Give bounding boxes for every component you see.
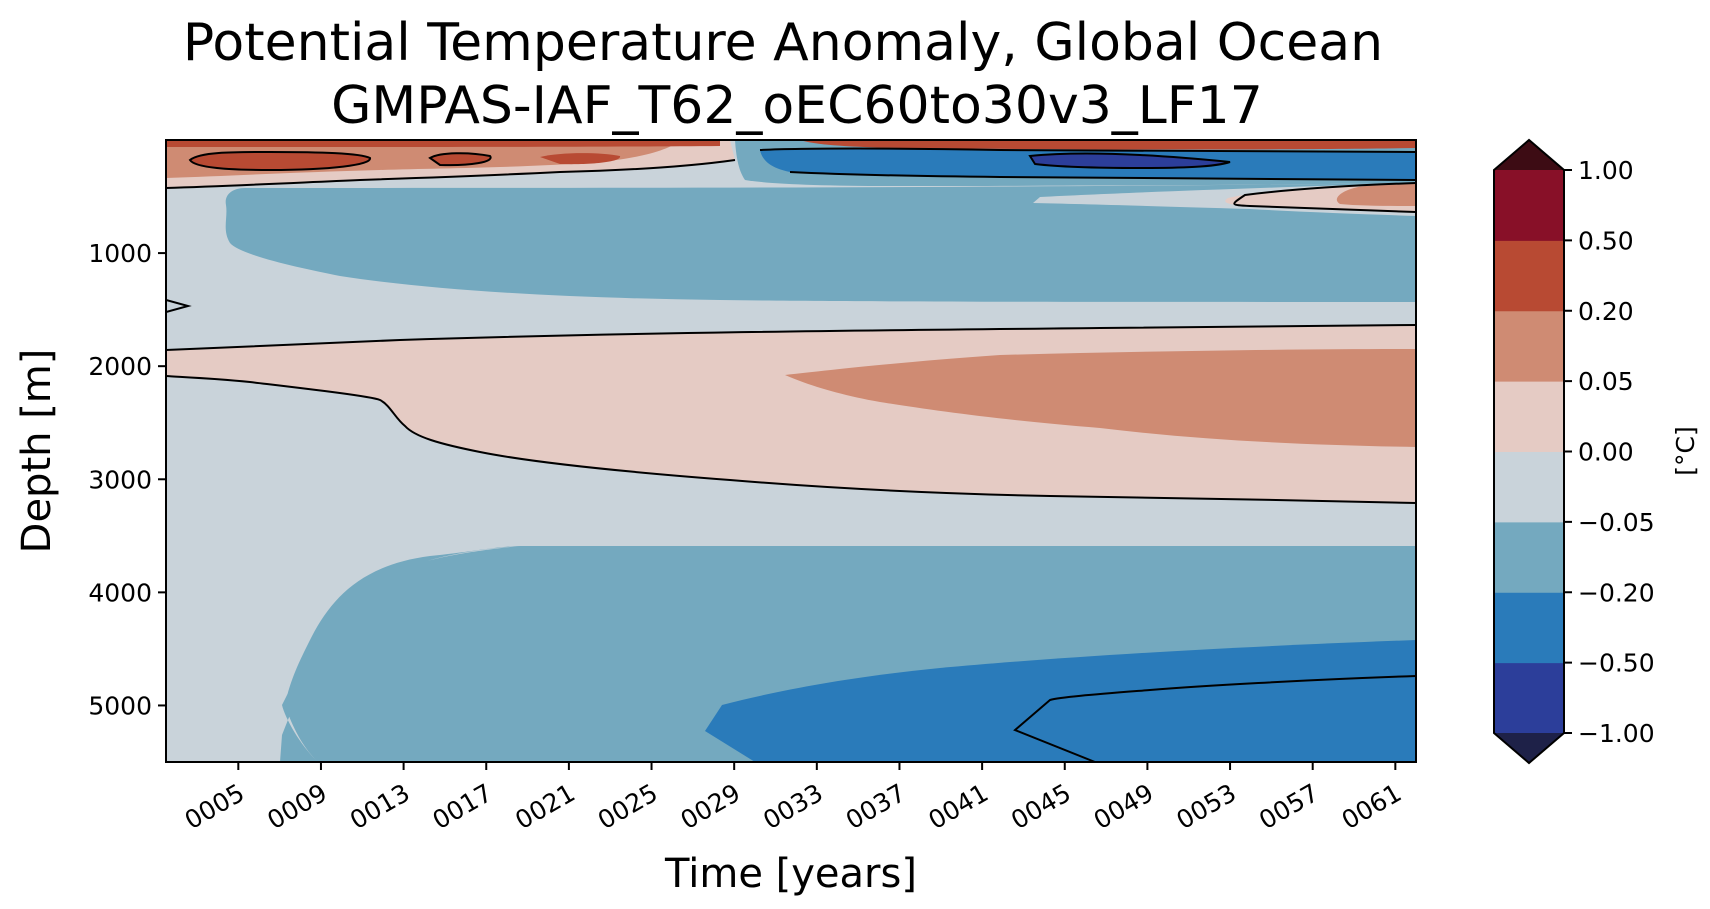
- x-tick-label: 0037: [841, 778, 911, 835]
- x-tick-label: 0009: [262, 778, 332, 835]
- colorbar-tick-label: 0.50: [1578, 226, 1634, 255]
- colorbar-segment: [1494, 381, 1564, 452]
- y-axis: 1000 2000 3000 4000 5000: [88, 239, 166, 720]
- contour-line-surface-very-cold: [1028, 152, 1231, 170]
- x-axis: 0005 0009 0013 0017 0021 0025 0029 0033 0037 0041…: [180, 762, 1407, 835]
- chart-subtitle: GMPAS-IAF_T62_oEC60to30v3_LF17: [331, 76, 1263, 136]
- y-tick-label: 3000: [88, 465, 152, 494]
- contour-line-upper-right: [1233, 182, 1416, 213]
- colorbar-segment: [1494, 310, 1564, 382]
- y-tick-label: 5000: [88, 691, 152, 720]
- contour-fill-upper-cool: [225, 183, 1416, 302]
- contour-line-surface-cold: [789, 171, 1416, 181]
- contour-line-left-notch: [166, 299, 192, 313]
- contour-fill-upper-warm-core: [1336, 183, 1416, 206]
- x-tick-label: 0033: [758, 778, 828, 835]
- x-tick-label: 0025: [593, 778, 663, 835]
- y-axis-label: Depth [m]: [14, 349, 60, 554]
- x-tick-label: 0045: [1006, 778, 1076, 835]
- contour-fill-surface-very-cold: [1030, 153, 1230, 168]
- colorbar-tick-label: −0.50: [1578, 649, 1655, 678]
- x-tick-label: 0049: [1089, 778, 1159, 835]
- colorbar-tick-label: −0.20: [1578, 578, 1655, 607]
- contour-line-surface-cold-upper: [759, 147, 1416, 153]
- contour-fill-surface-hot-blob-3: [540, 153, 621, 165]
- colorbar-label: [°C]: [1671, 426, 1700, 475]
- contour-fill-mid-warm-core: [785, 349, 1416, 447]
- contour-plot: [166, 140, 1416, 762]
- chart-title: Potential Temperature Anomaly, Global Oc…: [183, 13, 1383, 73]
- x-tick-label: 0041: [924, 778, 994, 835]
- y-tick-label: 1000: [88, 239, 152, 268]
- plot-frame: [165, 139, 1417, 763]
- colorbar-tick-label: 0.20: [1578, 297, 1634, 326]
- contour-line-bottom: [1013, 675, 1416, 762]
- colorbar-over-triangle: [1494, 140, 1564, 170]
- x-tick-label: 0005: [180, 778, 250, 835]
- y-tick-label: 4000: [88, 578, 152, 607]
- colorbar-segment: [1494, 662, 1564, 734]
- x-tick-label: 0029: [676, 778, 746, 835]
- contour-line-zero-upper: [166, 324, 1416, 351]
- colorbar-tick-label: 0.00: [1578, 438, 1634, 467]
- contour-line-zero-lower: [166, 375, 1416, 504]
- colorbar-segment: [1494, 451, 1564, 523]
- colorbar-segment: [1494, 240, 1564, 312]
- colorbar-tick-label: −1.00: [1578, 719, 1655, 748]
- contour-fill-surface-hot-blob-2: [430, 153, 491, 166]
- contour-line-surface-blob-1: [188, 150, 371, 172]
- x-tick-label: 0021: [510, 778, 580, 835]
- x-tick-label: 0061: [1337, 778, 1407, 835]
- colorbar-tick-label: 1.00: [1578, 156, 1634, 185]
- colorbar: −1.00 −0.50 −0.20 −0.05 0.00 0.05 0.20 0.50 1.00: [1493, 138, 1655, 765]
- colorbar-tick-label: 0.05: [1578, 367, 1634, 396]
- contour-fill-surface-hot-strip: [166, 140, 720, 147]
- x-tick-label: 0057: [1254, 778, 1324, 835]
- x-axis-label: Time [years]: [664, 851, 917, 897]
- contour-fill-surface-hot-blob-1: [190, 152, 371, 170]
- colorbar-segment: [1494, 521, 1564, 593]
- x-tick-label: 0013: [345, 778, 415, 835]
- x-tick-label: 0017: [428, 778, 498, 835]
- colorbar-under-triangle: [1494, 733, 1564, 763]
- colorbar-segment: [1494, 592, 1564, 664]
- contour-lines: [166, 147, 1416, 762]
- colorbar-tick-label: −0.05: [1578, 508, 1655, 537]
- contour-line-surface-left: [166, 159, 736, 189]
- y-tick-label: 2000: [88, 352, 152, 381]
- contour-line-surface-blob-2: [428, 152, 492, 167]
- contour-fill-surface-warm-right: [800, 140, 1416, 150]
- contour-fill-bottom-cold: [705, 640, 1416, 762]
- colorbar-segment: [1494, 170, 1564, 241]
- x-tick-label: 0053: [1171, 778, 1241, 835]
